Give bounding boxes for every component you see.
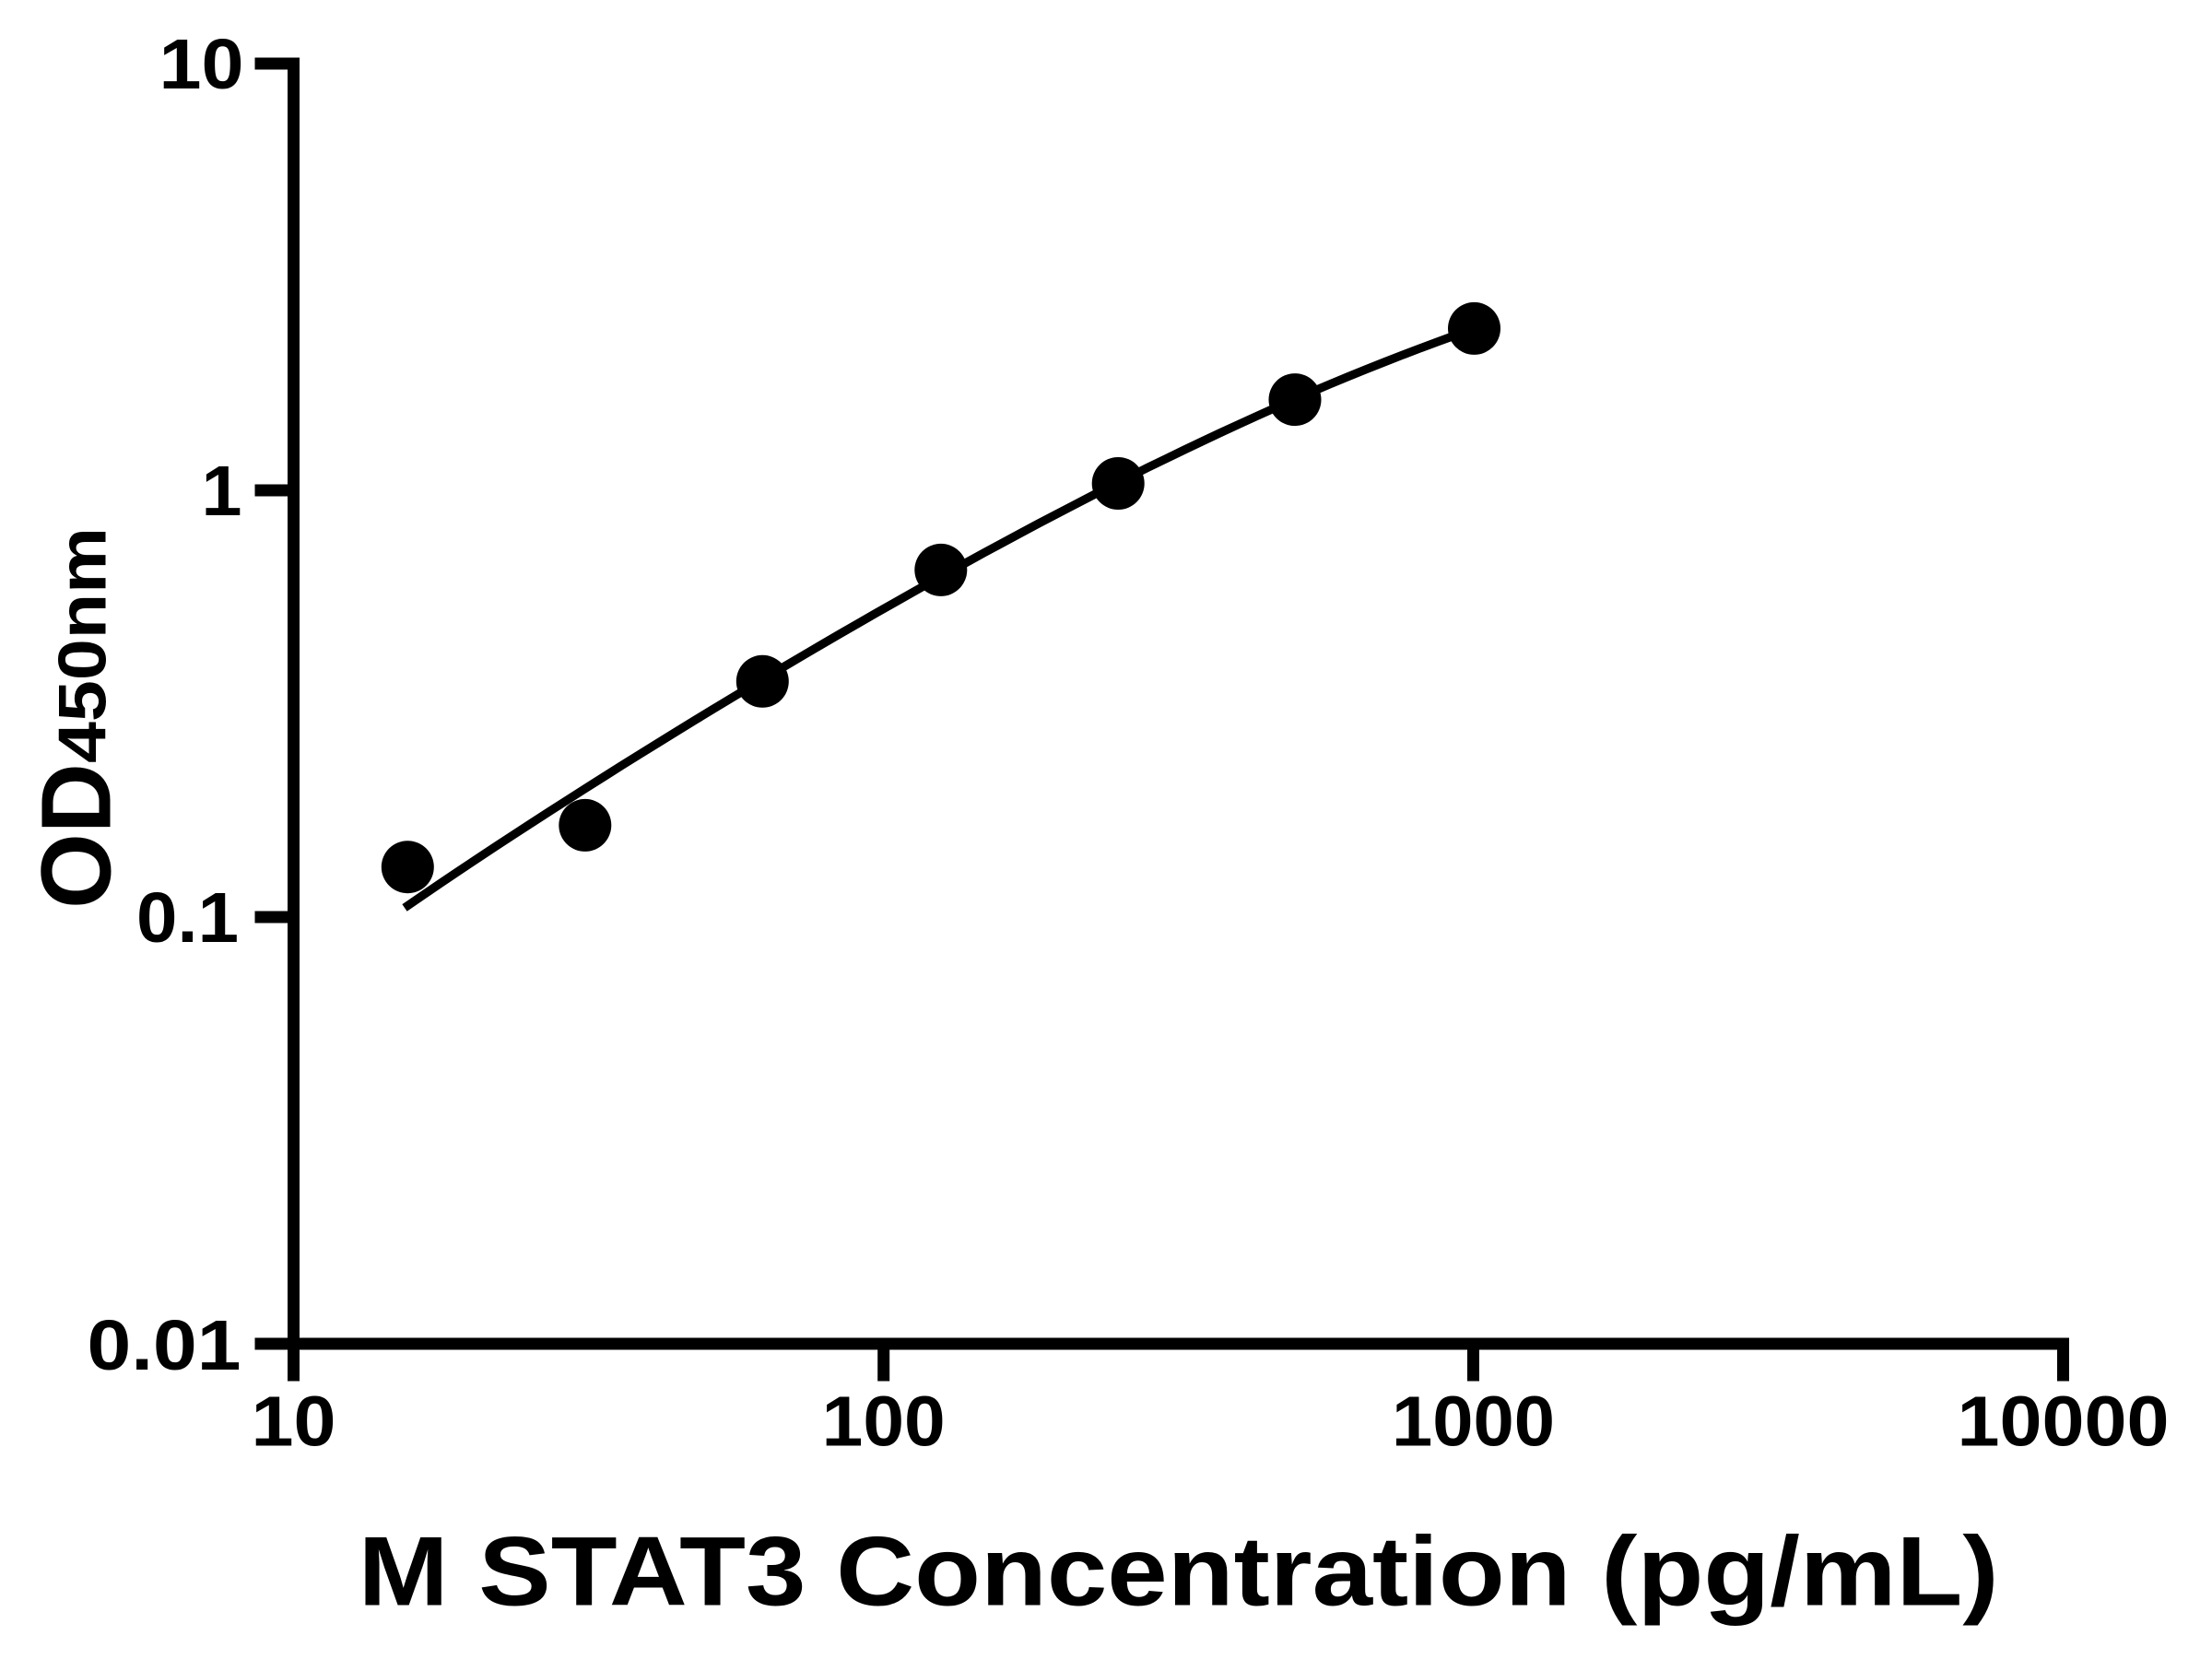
svg-text:OD450nm: OD450nm xyxy=(21,527,132,909)
svg-text:0.1: 0.1 xyxy=(136,878,239,958)
svg-text:100: 100 xyxy=(822,1382,946,1462)
svg-text:0.01: 0.01 xyxy=(88,1306,241,1385)
svg-text:10000: 10000 xyxy=(1958,1382,2170,1462)
svg-text:M STAT3 Concentration (pg/mL): M STAT3 Concentration (pg/mL) xyxy=(359,1516,1999,1627)
svg-text:1: 1 xyxy=(202,452,242,531)
svg-text:1000: 1000 xyxy=(1392,1382,1555,1462)
svg-text:10: 10 xyxy=(252,1382,336,1462)
svg-text:10: 10 xyxy=(159,25,244,104)
